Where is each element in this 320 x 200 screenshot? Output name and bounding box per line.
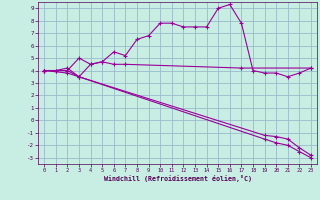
X-axis label: Windchill (Refroidissement éolien,°C): Windchill (Refroidissement éolien,°C) (104, 175, 252, 182)
